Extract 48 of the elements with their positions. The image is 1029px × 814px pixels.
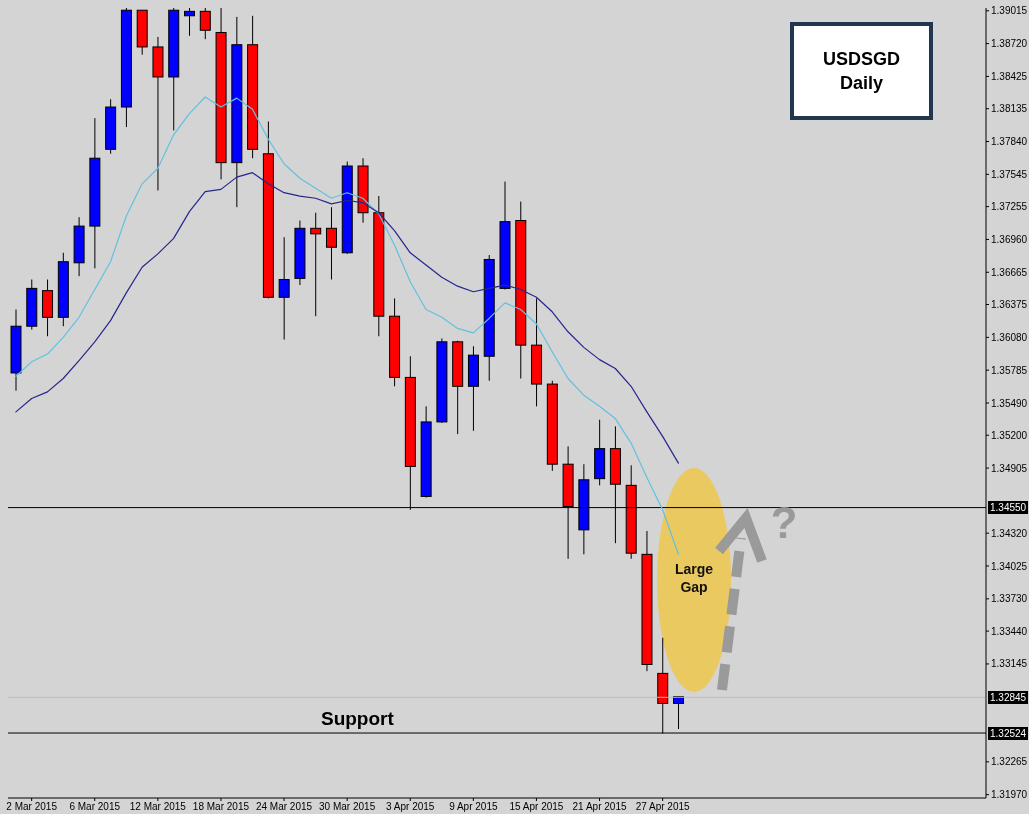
ref-line-label: 1.34550 (990, 502, 1027, 514)
y-tick-label: 1.37545 (991, 168, 1028, 180)
x-tick-label: 21 Apr 2015 (572, 801, 627, 812)
candlestick (199, 8, 211, 40)
y-tick-label: 1.39015 (991, 5, 1028, 17)
y-tick-label: 1.34905 (991, 462, 1028, 474)
title-box: USDSGD Daily (790, 22, 933, 120)
x-tick-label: 3 Apr 2015 (386, 801, 435, 812)
y-tick-label: 1.38425 (991, 70, 1028, 82)
y-tick-label: 1.38135 (991, 103, 1028, 115)
candlestick (325, 206, 337, 280)
y-tick-label: 1.35785 (991, 364, 1028, 376)
candlestick (278, 236, 290, 341)
y-tick-label: 1.34025 (991, 560, 1028, 572)
candlestick (310, 212, 322, 317)
line-series (15, 96, 679, 555)
y-tick-label: 1.31970 (991, 789, 1028, 801)
y-tick-label: 1.33145 (991, 658, 1028, 670)
x-tick-label: 24 Mar 2015 (255, 801, 313, 812)
candlestick (184, 8, 196, 37)
y-tick-label: 1.33440 (991, 625, 1028, 637)
y-tick-label: 1.35200 (991, 429, 1028, 441)
y-tick-label: 1.38720 (991, 38, 1028, 50)
x-tick-label: 30 Mar 2015 (319, 801, 376, 812)
annotation: Large Gap (674, 561, 714, 595)
x-tick-label: 18 Mar 2015 (192, 801, 250, 812)
y-tick-label: 1.33730 (991, 593, 1028, 605)
y-tick-label: 1.37840 (991, 136, 1028, 148)
ref-line-label: 1.32845 (990, 691, 1027, 703)
annotation: ? (770, 498, 798, 547)
x-tick-label: 2 Mar 2015 (6, 801, 58, 812)
y-tick-label: 1.36375 (991, 299, 1028, 311)
x-tick-label: 6 Mar 2015 (69, 801, 121, 812)
annotation: Support (320, 708, 394, 730)
y-tick-label: 1.32265 (991, 756, 1028, 768)
line-series (15, 172, 679, 464)
x-tick-label: 9 Apr 2015 (449, 801, 498, 812)
y-tick-label: 1.36960 (991, 233, 1028, 245)
y-tick-label: 1.35490 (991, 397, 1028, 409)
y-tick-label: 1.36080 (991, 331, 1028, 343)
y-tick-label: 1.37255 (991, 201, 1028, 213)
y-tick-label: 1.34320 (991, 527, 1028, 539)
candlestick (673, 696, 685, 730)
y-tick-label: 1.36665 (991, 266, 1028, 278)
x-tick-label: 27 Apr 2015 (635, 801, 691, 812)
x-tick-label: 12 Mar 2015 (129, 801, 187, 812)
x-tick-label: 15 Apr 2015 (509, 801, 564, 812)
ref-line-label: 1.32524 (990, 727, 1027, 739)
